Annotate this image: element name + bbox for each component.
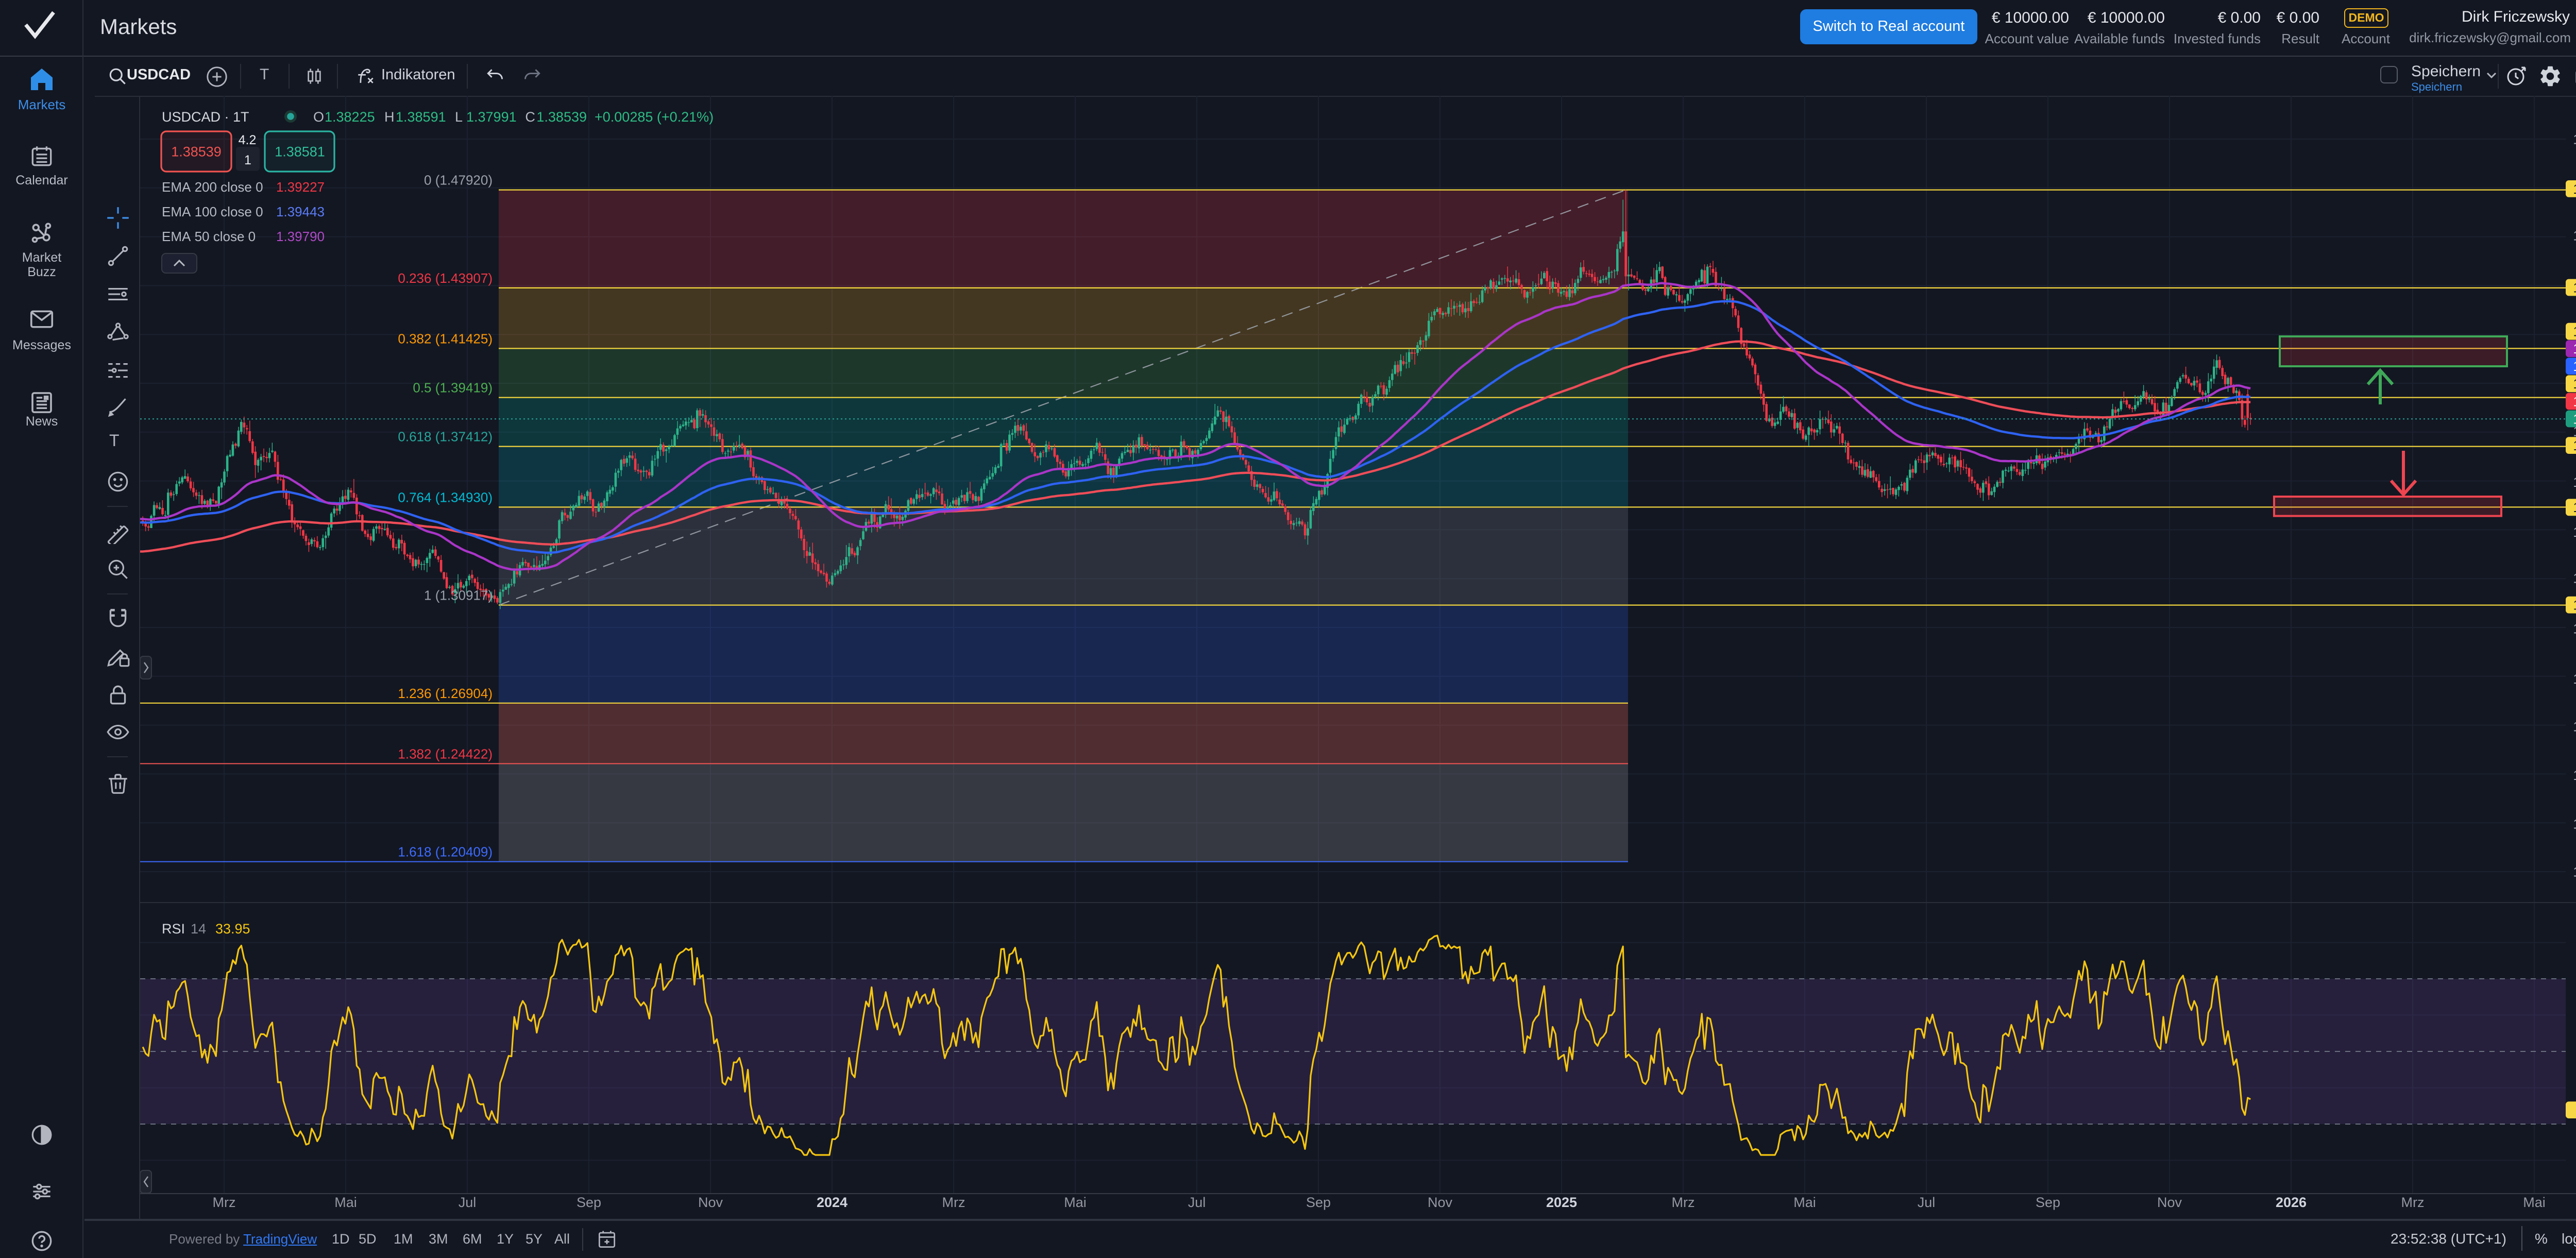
svg-text:1.39419: 1.39419 [2573,376,2576,392]
svg-text:+0.00285 (+0.21%): +0.00285 (+0.21%) [595,109,714,125]
svg-text:1.50000: 1.50000 [2573,131,2576,147]
svg-text:1: 1 [244,153,251,167]
svg-text:1.47920: 1.47920 [2573,181,2576,197]
svg-text:1.38539: 1.38539 [536,109,587,125]
svg-text:Mrz: Mrz [1672,1195,1695,1210]
svg-text:1.32000: 1.32000 [2573,570,2576,586]
svg-text:1.39790: 1.39790 [2573,341,2576,356]
svg-text:H: H [384,109,395,125]
svg-text:0.5 (1.39419): 0.5 (1.39419) [413,380,493,396]
svg-text:1.39227: 1.39227 [276,179,325,195]
svg-text:Mai: Mai [2523,1195,2546,1210]
svg-text:Mrz: Mrz [213,1195,236,1210]
svg-text:O: O [313,109,324,125]
svg-text:Nov: Nov [2157,1195,2182,1210]
svg-text:1.39443: 1.39443 [2573,359,2576,374]
svg-text:1.28000: 1.28000 [2573,671,2576,687]
svg-text:Nov: Nov [698,1195,723,1210]
svg-text:1.36000: 1.36000 [2573,474,2576,490]
svg-text:0 (1.47920): 0 (1.47920) [424,173,493,188]
svg-text:1.26000: 1.26000 [2573,719,2576,734]
svg-text:1 (1.30917): 1 (1.30917) [424,588,493,603]
svg-text:1.30917: 1.30917 [2573,598,2576,613]
svg-text:L: L [455,109,463,125]
svg-text:1.38225: 1.38225 [325,109,375,125]
svg-text:USDCAD · 1T: USDCAD · 1T [162,109,249,125]
svg-text:Sep: Sep [2036,1195,2060,1210]
svg-text:14: 14 [191,921,206,937]
svg-text:1.38581: 1.38581 [275,144,325,160]
svg-text:2026: 2026 [2276,1195,2307,1210]
svg-text:1.236 (1.26904): 1.236 (1.26904) [398,686,493,701]
svg-text:RSI: RSI [162,921,185,937]
svg-text:0.618 (1.37412): 0.618 (1.37412) [398,429,493,445]
svg-text:2025: 2025 [1546,1195,1577,1210]
svg-text:1.20000: 1.20000 [2573,864,2576,880]
svg-text:Sep: Sep [577,1195,601,1210]
svg-text:1.22000: 1.22000 [2573,816,2576,831]
svg-text:EMA 100 close 0: EMA 100 close 0 [162,204,263,219]
svg-text:1.38539: 1.38539 [171,144,222,160]
svg-text:4.2: 4.2 [239,133,257,147]
svg-text:1.39443: 1.39443 [276,204,325,219]
svg-text:1.46000: 1.46000 [2573,228,2576,243]
svg-text:Mai: Mai [1793,1195,1816,1210]
svg-text:1.38591: 1.38591 [396,109,446,125]
svg-text:Nov: Nov [1428,1195,1453,1210]
svg-text:EMA 50 close 0: EMA 50 close 0 [162,229,256,244]
svg-text:0.764 (1.34930): 0.764 (1.34930) [398,489,493,505]
svg-text:2024: 2024 [817,1195,848,1210]
svg-text:1.34930: 1.34930 [2573,500,2576,515]
svg-text:0.236 (1.43907): 0.236 (1.43907) [398,270,493,286]
svg-text:1.37991: 1.37991 [466,109,517,125]
svg-text:0.382 (1.41425): 0.382 (1.41425) [398,331,493,346]
svg-text:EMA 200 close 0: EMA 200 close 0 [162,179,263,195]
svg-text:Mai: Mai [1064,1195,1087,1210]
svg-text:Sep: Sep [1306,1195,1331,1210]
svg-text:1.24000: 1.24000 [2573,768,2576,783]
svg-text:Mai: Mai [334,1195,357,1210]
svg-text:Mrz: Mrz [2401,1195,2425,1210]
svg-text:1.38539: 1.38539 [2573,411,2576,427]
svg-text:Jul: Jul [459,1195,477,1210]
svg-text:1.34000: 1.34000 [2573,524,2576,540]
svg-text:Mrz: Mrz [942,1195,965,1210]
svg-text:1.41425: 1.41425 [2573,324,2576,339]
svg-text:Jul: Jul [1918,1195,1936,1210]
svg-text:1.39790: 1.39790 [276,229,325,244]
svg-text:1.39227: 1.39227 [2573,394,2576,409]
svg-text:1.382 (1.24422): 1.382 (1.24422) [398,746,493,761]
svg-text:1.37412: 1.37412 [2573,438,2576,453]
svg-text:Jul: Jul [1188,1195,1206,1210]
svg-text:1.618 (1.20409): 1.618 (1.20409) [398,844,493,860]
svg-text:1.38000: 1.38000 [2573,424,2576,439]
svg-text:33.95: 33.95 [215,921,250,937]
svg-text:C: C [525,109,535,125]
svg-text:1.43907: 1.43907 [2573,280,2576,295]
svg-text:1.30000: 1.30000 [2573,621,2576,637]
